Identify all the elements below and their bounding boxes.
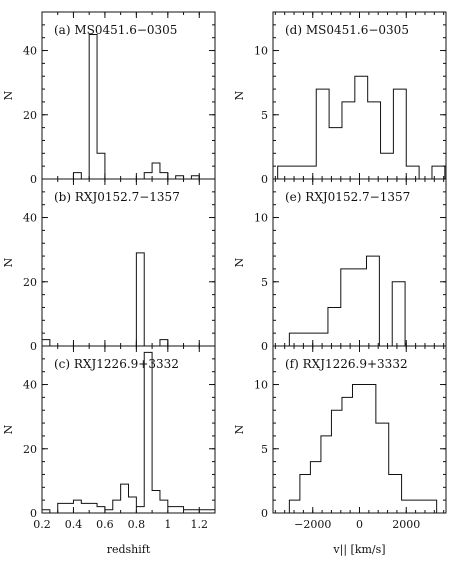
x-tick-label: 1.2	[191, 518, 209, 531]
x-tick-label: −2000	[294, 518, 331, 531]
histogram-outline	[42, 33, 215, 180]
y-axis-label: N	[2, 424, 15, 434]
x-axis-label: v|| [km/s]	[332, 543, 385, 557]
y-axis-label: N	[2, 257, 15, 267]
panel-title: (f) RXJ1226.9+3332	[285, 357, 408, 371]
histogram-outline	[288, 255, 406, 347]
y-tick-label: 20	[23, 109, 37, 122]
panel-title: (b) RXJ0152.7−1357	[54, 190, 180, 204]
y-axis-label: N	[233, 90, 246, 100]
x-tick-label: 0.2	[33, 518, 51, 531]
x-tick-label: 0.6	[96, 518, 114, 531]
x-tick-label: 2000	[392, 518, 420, 531]
panel-frame	[41, 345, 216, 514]
histogram-outline	[277, 75, 446, 180]
panel-title: (d) MS0451.6−0305	[285, 23, 409, 37]
y-tick-label: 0	[30, 173, 37, 186]
x-tick-label: 1	[164, 518, 171, 531]
y-tick-label: 0	[261, 340, 268, 353]
y-tick-label: 40	[23, 379, 37, 392]
y-axis-label: N	[233, 257, 246, 267]
y-tick-label: 10	[254, 45, 268, 58]
panel-title: (a) MS0451.6−0305	[54, 23, 177, 37]
panel-c: 0 20 40 0.2 0.4 0.6 0.8 1 1.2 (c) RXJ1226.9+3332 N…	[2, 345, 216, 556]
panel-title: (c) RXJ1226.9+3332	[54, 357, 179, 371]
y-tick-label: 5	[261, 276, 268, 289]
x-tick-label: 0.8	[128, 518, 146, 531]
y-tick-label: 40	[23, 45, 37, 58]
y-tick-label: 10	[254, 379, 268, 392]
x-axis-label: redshift	[107, 543, 151, 556]
panel-f: 0 5 10 −2000 0 2000 (f) RXJ1226.9+3332 Nv|| [km…	[233, 345, 447, 557]
y-tick-label: 40	[23, 212, 37, 225]
y-tick-label: 0	[261, 173, 268, 186]
y-tick-label: 5	[261, 109, 268, 122]
y-tick-label: 0	[261, 507, 268, 520]
y-tick-label: 0	[30, 340, 37, 353]
panel-frame	[272, 345, 447, 514]
panel-frame	[41, 11, 216, 180]
y-tick-label: 20	[23, 443, 37, 456]
panel-frame	[272, 178, 447, 347]
panel-a: 0 20 40 (a) MS0451.6−0305 N	[2, 11, 216, 186]
histogram-outline	[41, 252, 215, 347]
x-tick-label: 0	[356, 518, 363, 531]
histogram-outline	[41, 351, 216, 514]
panel-d: 0 5 10 (d) MS0451.6−0305 N	[233, 11, 447, 186]
histogram-outline	[288, 384, 438, 513]
panel-frame	[272, 11, 447, 180]
panel-b: 0 20 40 (b) RXJ0152.7−1357 N	[2, 178, 216, 353]
panel-frame	[41, 178, 216, 347]
y-tick-label: 0	[30, 507, 37, 520]
y-axis-label: N	[233, 424, 246, 434]
y-tick-label: 10	[254, 212, 268, 225]
panel-e: 0 5 10 (e) RXJ0152.7−1357 N	[233, 178, 447, 353]
x-tick-label: 0.4	[65, 518, 83, 531]
panel-title: (e) RXJ0152.7−1357	[285, 190, 410, 204]
y-tick-label: 5	[261, 443, 268, 456]
y-tick-label: 20	[23, 276, 37, 289]
y-axis-label: N	[2, 90, 15, 100]
